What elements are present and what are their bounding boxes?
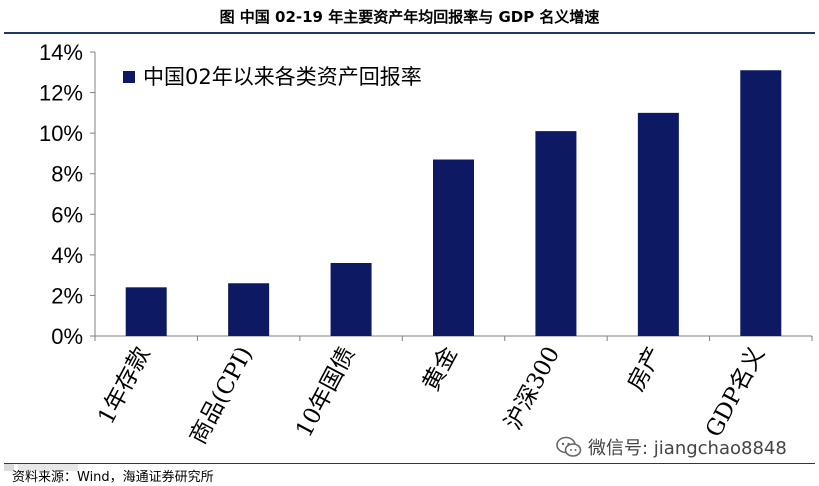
top-rule	[4, 32, 815, 34]
y-tick-label: 0%	[51, 324, 83, 349]
bar	[330, 262, 372, 336]
corner-watermark-logo	[4, 458, 84, 471]
figure-title: 图 中国 02-19 年主要资产年均回报率与 GDP 名义增速	[219, 8, 600, 26]
wechat-watermark-text: 微信号: jiangchao8848	[588, 438, 787, 459]
x-tick-label: 黄金	[418, 343, 463, 396]
wechat-watermark: 微信号: jiangchao8848	[556, 434, 787, 460]
y-tick-label: 2%	[51, 283, 83, 308]
bar	[535, 131, 577, 336]
y-tick-label: 14%	[39, 40, 83, 65]
source-note: 资料来源：Wind，海通证券研究所	[12, 470, 214, 485]
x-tick-label: 10年国债	[291, 343, 360, 442]
bar	[125, 287, 167, 336]
x-tick-label: 1年存款	[93, 343, 155, 429]
x-tick-label: 房产	[623, 343, 668, 396]
x-tick-label: GDP名义	[701, 343, 770, 442]
legend-label: 中国02年以来各类资产回报率	[143, 65, 422, 89]
x-tick-label: 商品(CPI)	[185, 343, 258, 449]
bar	[433, 159, 474, 336]
y-tick-label: 6%	[51, 202, 83, 227]
bottom-rule	[4, 463, 815, 464]
legend-swatch	[123, 71, 135, 83]
y-tick-label: 8%	[51, 162, 83, 187]
figure-header: 图 中国 02-19 年主要资产年均回报率与 GDP 名义增速	[0, 0, 819, 32]
bar	[637, 112, 679, 336]
bar	[228, 283, 270, 336]
y-tick-label: 12%	[39, 81, 83, 106]
bar	[740, 70, 782, 336]
y-tick-label: 10%	[39, 121, 83, 146]
y-tick-label: 4%	[51, 243, 83, 268]
wechat-icon	[556, 436, 582, 457]
x-tick-label: 沪深300	[500, 343, 565, 435]
